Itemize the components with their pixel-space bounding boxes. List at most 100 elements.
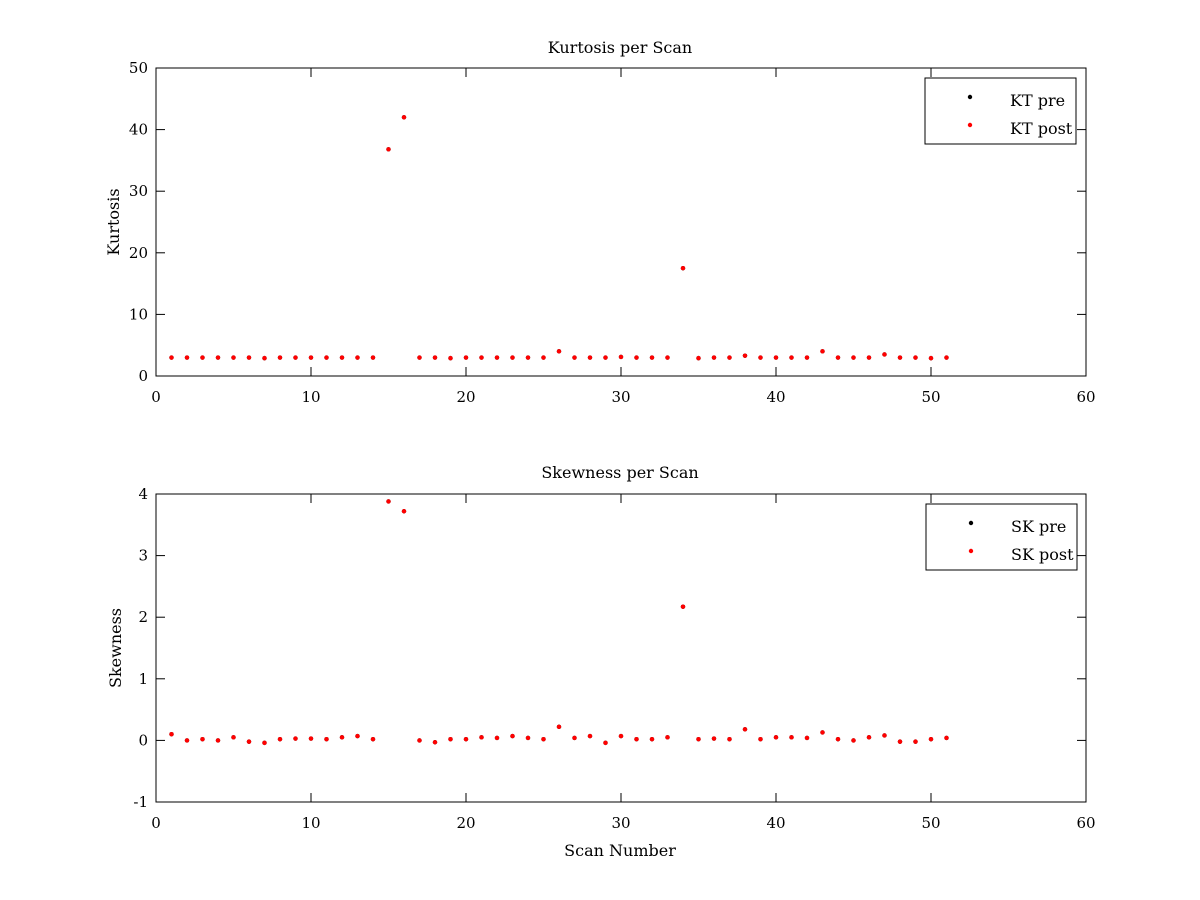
legend-marker-kt-post — [967, 122, 973, 128]
data-point-sk-post — [417, 738, 422, 743]
data-point-sk-post — [262, 740, 267, 746]
legend-marker-sk-pre — [968, 520, 974, 526]
y-tick-label: 2 — [138, 608, 148, 626]
data-point-sk-post — [556, 724, 562, 730]
data-point-kt-post — [432, 355, 438, 360]
legend: SK pre SK post — [925, 503, 1078, 571]
data-point-sk-post — [200, 736, 205, 742]
data-point-sk-post — [944, 735, 949, 741]
data-point-kt-post — [324, 355, 329, 360]
data-point-sk-post — [835, 736, 841, 742]
legend-label-sk-post: SK post — [1011, 545, 1074, 564]
data-point-kt-post — [231, 355, 236, 360]
data-point-kt-post — [494, 355, 500, 360]
data-point-kt-post — [169, 355, 174, 360]
data-point-kt-post — [773, 355, 779, 360]
x-tick-label: 10 — [301, 814, 320, 832]
data-point-sk-post — [820, 730, 825, 735]
data-point-sk-post — [293, 736, 298, 741]
data-point-kt-post — [851, 355, 856, 360]
y-axis-label: Kurtosis — [104, 188, 123, 255]
data-point-sk-post — [494, 735, 500, 741]
data-point-kt-post — [525, 355, 531, 360]
data-point-sk-post — [742, 727, 748, 732]
data-point-kt-post — [463, 355, 469, 360]
data-point-kt-post — [587, 355, 593, 360]
legend-label-kt-post: KT post — [1010, 119, 1073, 138]
data-point-kt-post — [479, 355, 484, 360]
data-point-sk-post — [882, 733, 887, 738]
y-tick-label: 30 — [129, 182, 148, 200]
data-point-sk-post — [804, 735, 810, 741]
data-point-kt-post — [711, 355, 717, 360]
data-point-sk-post — [308, 736, 314, 741]
data-point-sk-post — [541, 736, 546, 742]
x-tick-label: 20 — [456, 388, 475, 406]
data-point-sk-post — [634, 736, 639, 742]
data-point-sk-post — [215, 738, 221, 743]
x-tick-label: 50 — [921, 814, 940, 832]
y-axis-label: Skewness — [106, 608, 125, 688]
data-point-kt-post — [417, 355, 422, 360]
y-tick-label: 4 — [138, 485, 148, 503]
x-axis-label: Scan Number — [564, 841, 676, 860]
data-point-kt-post — [556, 349, 562, 354]
legend-marker-kt-pre — [967, 94, 973, 100]
data-point-kt-post — [727, 355, 732, 360]
data-point-kt-post — [649, 355, 655, 360]
data-point-kt-post — [339, 355, 345, 360]
data-point-sk-post — [587, 733, 593, 739]
data-point-kt-post — [184, 355, 190, 360]
x-tick-label: 60 — [1076, 388, 1095, 406]
x-tick-label: 40 — [766, 814, 785, 832]
data-point-kt-post — [572, 355, 577, 360]
data-point-sk-post — [432, 740, 438, 745]
legend-marker-sk-post — [968, 548, 974, 554]
data-point-kt-post — [804, 355, 810, 360]
data-point-sk-post — [525, 735, 531, 741]
x-tick-label: 30 — [611, 814, 630, 832]
data-point-kt-post — [618, 354, 624, 360]
data-point-kt-post — [820, 349, 825, 354]
data-point-sk-post — [479, 735, 484, 740]
legend: KT pre KT post — [924, 77, 1077, 145]
data-point-kt-post — [308, 355, 314, 360]
data-point-sk-post — [711, 736, 717, 741]
data-point-sk-post — [401, 509, 407, 514]
x-tick-label: 0 — [151, 814, 161, 832]
data-point-sk-post — [727, 736, 732, 742]
data-point-kt-post — [680, 266, 686, 271]
legend-box — [924, 77, 1077, 145]
x-tick-label: 20 — [456, 814, 475, 832]
y-tick-label: 3 — [138, 547, 148, 565]
data-point-sk-post — [696, 736, 701, 742]
data-point-kt-post — [386, 147, 391, 152]
data-point-sk-post — [277, 736, 283, 742]
x-tick-label: 40 — [766, 388, 785, 406]
data-point-sk-post — [510, 733, 515, 739]
y-tick-label: 0 — [138, 367, 148, 385]
data-point-sk-post — [355, 733, 360, 739]
data-point-kt-post — [541, 355, 546, 360]
data-point-kt-post — [789, 355, 794, 360]
y-tick-label: 1 — [138, 670, 148, 688]
data-point-sk-post — [773, 735, 779, 740]
data-point-sk-post — [866, 735, 872, 740]
data-point-sk-post — [758, 736, 763, 742]
data-point-kt-post — [448, 355, 453, 361]
data-point-kt-post — [913, 355, 918, 360]
kurtosis-plot: Kurtosis per Scan 0 10 20 30 40 50 60 0 10 20 30 40… — [104, 38, 1096, 406]
marks-group — [169, 115, 949, 361]
data-point-sk-post — [339, 735, 345, 740]
data-point-sk-post — [463, 736, 469, 742]
y-tick-label: 50 — [129, 59, 148, 77]
data-point-sk-post — [851, 738, 856, 743]
data-point-kt-post — [293, 355, 298, 360]
legend-box — [925, 503, 1078, 571]
data-point-sk-post — [789, 735, 794, 740]
data-point-kt-post — [866, 355, 872, 360]
data-point-kt-post — [401, 115, 407, 120]
tick-group: 0 10 20 30 40 50 60 0 10 20 30 40 50 — [129, 59, 1096, 406]
data-point-sk-post — [386, 499, 391, 504]
